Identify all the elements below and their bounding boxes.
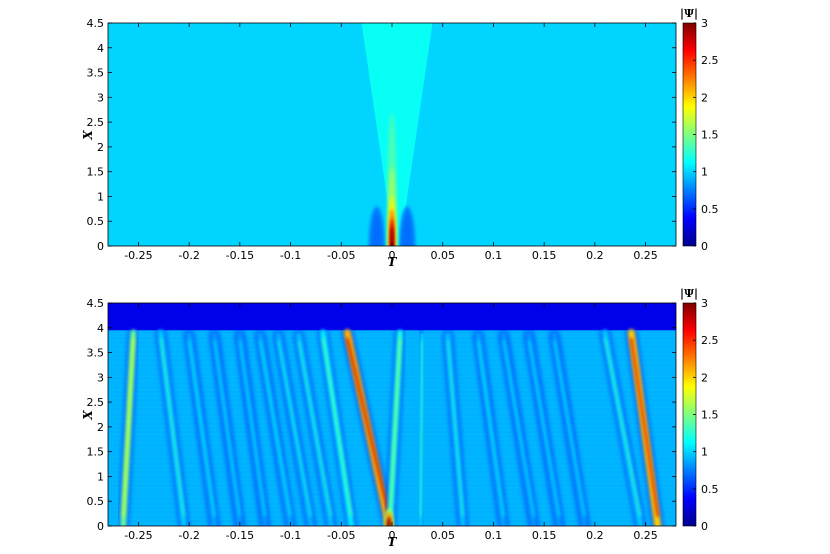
x-tick-label: -0.2 bbox=[178, 249, 199, 262]
y-tick-label: 4.5 bbox=[87, 17, 105, 30]
colorbar-tick-label: 3 bbox=[701, 297, 708, 310]
x-axis-label: T bbox=[388, 255, 398, 269]
streak-core bbox=[447, 340, 464, 517]
x-tick-label: 0.05 bbox=[430, 249, 455, 262]
y-axis-ticks: 0 0.5 1 1.5 2 2.5 3 3.5 4 4.5 bbox=[87, 297, 676, 533]
x-tick-label: 0.25 bbox=[633, 249, 658, 262]
streak-core bbox=[259, 340, 292, 517]
colorbar-tick-label: 0.5 bbox=[701, 483, 719, 496]
y-axis-ticks: 0 0.5 1 1.5 2 2.5 3 3.5 4 4.5 bbox=[87, 17, 676, 253]
streak-core bbox=[630, 337, 659, 517]
x-tick-label: -0.15 bbox=[226, 249, 254, 262]
y-tick-label: 2.5 bbox=[87, 116, 105, 129]
colorbar-tick-label: 2 bbox=[701, 91, 708, 104]
streak-core bbox=[346, 337, 390, 517]
y-axis-label: X bbox=[81, 130, 95, 141]
x-tick-label: 0.1 bbox=[485, 249, 503, 262]
y-tick-label: 3 bbox=[97, 91, 104, 104]
colorbar-tick-label: 1.5 bbox=[701, 409, 719, 422]
x-tick-label: -0.25 bbox=[124, 249, 152, 262]
streak-core bbox=[277, 340, 312, 517]
colorbar-tick-label: 0.5 bbox=[701, 203, 719, 216]
y-tick-label: 1.5 bbox=[87, 446, 105, 459]
x-tick-label: -0.2 bbox=[178, 529, 199, 542]
streak-core bbox=[159, 337, 185, 517]
colorbar-ticks: 0 0.5 1 1.5 2 2.5 3 bbox=[693, 17, 719, 253]
colorbar-title: |Ψ| bbox=[680, 287, 698, 300]
x-axis-ticks: -0.25 -0.2 -0.15 -0.1 -0.05 0 0.05 0.1 0.15 0.2 0.… bbox=[124, 23, 658, 262]
y-tick-label: 0.5 bbox=[87, 495, 105, 508]
colorbar-tick-label: 1 bbox=[701, 166, 708, 179]
y-tick-label: 0.5 bbox=[87, 215, 105, 228]
x-tick-label: -0.15 bbox=[226, 529, 254, 542]
colorbar-title: |Ψ| bbox=[680, 7, 698, 20]
heatmap-panel-top: -0.25 -0.2 -0.15 -0.1 -0.05 0 0.05 0.1 0.15 0.2 0.… bbox=[81, 7, 719, 269]
streak-core bbox=[604, 337, 642, 517]
dip-core bbox=[402, 214, 413, 246]
dip-core bbox=[371, 214, 382, 246]
y-tick-label: 1 bbox=[97, 190, 104, 203]
heatmap-field-bottom bbox=[108, 303, 676, 526]
streak-core bbox=[419, 340, 424, 517]
x-tick-label: -0.05 bbox=[327, 249, 355, 262]
cone-region bbox=[361, 23, 433, 246]
x-tick-label: 0.2 bbox=[586, 249, 604, 262]
y-tick-label: 3 bbox=[97, 371, 104, 384]
streak-core bbox=[322, 337, 353, 517]
y-tick-label: 2.5 bbox=[87, 396, 105, 409]
colorbar-tick-label: 1 bbox=[701, 446, 708, 459]
streak-core bbox=[389, 337, 401, 517]
colorbar-ticks: 0 0.5 1 1.5 2 2.5 3 bbox=[693, 297, 719, 533]
peak-contour bbox=[390, 226, 394, 246]
colorbar-tick-label: 3 bbox=[701, 17, 708, 30]
y-tick-label: 0 bbox=[97, 240, 104, 253]
y-tick-label: 2 bbox=[97, 141, 104, 154]
x-tick-label: -0.25 bbox=[124, 529, 152, 542]
y-tick-label: 4 bbox=[97, 42, 104, 55]
x-tick-label: 0.15 bbox=[532, 529, 557, 542]
top-band bbox=[108, 303, 676, 331]
y-tick-label: 4 bbox=[97, 322, 104, 335]
streak-core bbox=[122, 337, 135, 517]
y-tick-label: 0 bbox=[97, 520, 104, 533]
x-axis-ticks: -0.25 -0.2 -0.15 -0.1 -0.05 0 0.05 0.1 0.15 0.2 0.… bbox=[124, 303, 658, 542]
colorbar-tick-label: 2.5 bbox=[701, 334, 719, 347]
streak-core bbox=[502, 340, 535, 517]
streak-core bbox=[477, 340, 505, 517]
x-axis-label: T bbox=[388, 535, 398, 549]
x-tick-label: 0.15 bbox=[532, 249, 557, 262]
y-axis-label: X bbox=[81, 410, 95, 421]
x-tick-label: -0.05 bbox=[327, 529, 355, 542]
y-tick-label: 1 bbox=[97, 470, 104, 483]
y-tick-label: 3.5 bbox=[87, 67, 105, 80]
y-tick-label: 2 bbox=[97, 421, 104, 434]
streak-core bbox=[213, 340, 241, 517]
colorbar-tick-label: 0 bbox=[701, 520, 708, 533]
heatmap-field-top bbox=[108, 23, 676, 246]
x-tick-label: 0.25 bbox=[633, 529, 658, 542]
heatmap-panel-bottom: -0.25 -0.2 -0.15 -0.1 -0.05 0 0.05 0.1 0.15 0.2 0.… bbox=[81, 287, 719, 549]
streak-core bbox=[297, 340, 332, 517]
x-tick-label: -0.1 bbox=[280, 249, 301, 262]
x-tick-label: 0.05 bbox=[430, 529, 455, 542]
colorbar-tick-label: 0 bbox=[701, 240, 708, 253]
streak-core bbox=[188, 340, 216, 517]
streak-core bbox=[528, 340, 561, 517]
y-tick-label: 1.5 bbox=[87, 166, 105, 179]
y-tick-label: 4.5 bbox=[87, 297, 105, 310]
y-tick-label: 3.5 bbox=[87, 347, 105, 360]
streak-core bbox=[239, 340, 266, 517]
x-tick-label: 0 bbox=[389, 529, 396, 542]
peak-contour bbox=[386, 517, 391, 526]
x-tick-label: 0.2 bbox=[586, 529, 604, 542]
x-tick-label: 0.1 bbox=[485, 529, 503, 542]
streak-core bbox=[553, 340, 586, 517]
x-tick-label: 0 bbox=[389, 249, 396, 262]
colorbar-tick-label: 1.5 bbox=[701, 129, 719, 142]
colorbar-tick-label: 2 bbox=[701, 371, 708, 384]
x-tick-label: -0.1 bbox=[280, 529, 301, 542]
colorbar-tick-label: 2.5 bbox=[701, 54, 719, 67]
